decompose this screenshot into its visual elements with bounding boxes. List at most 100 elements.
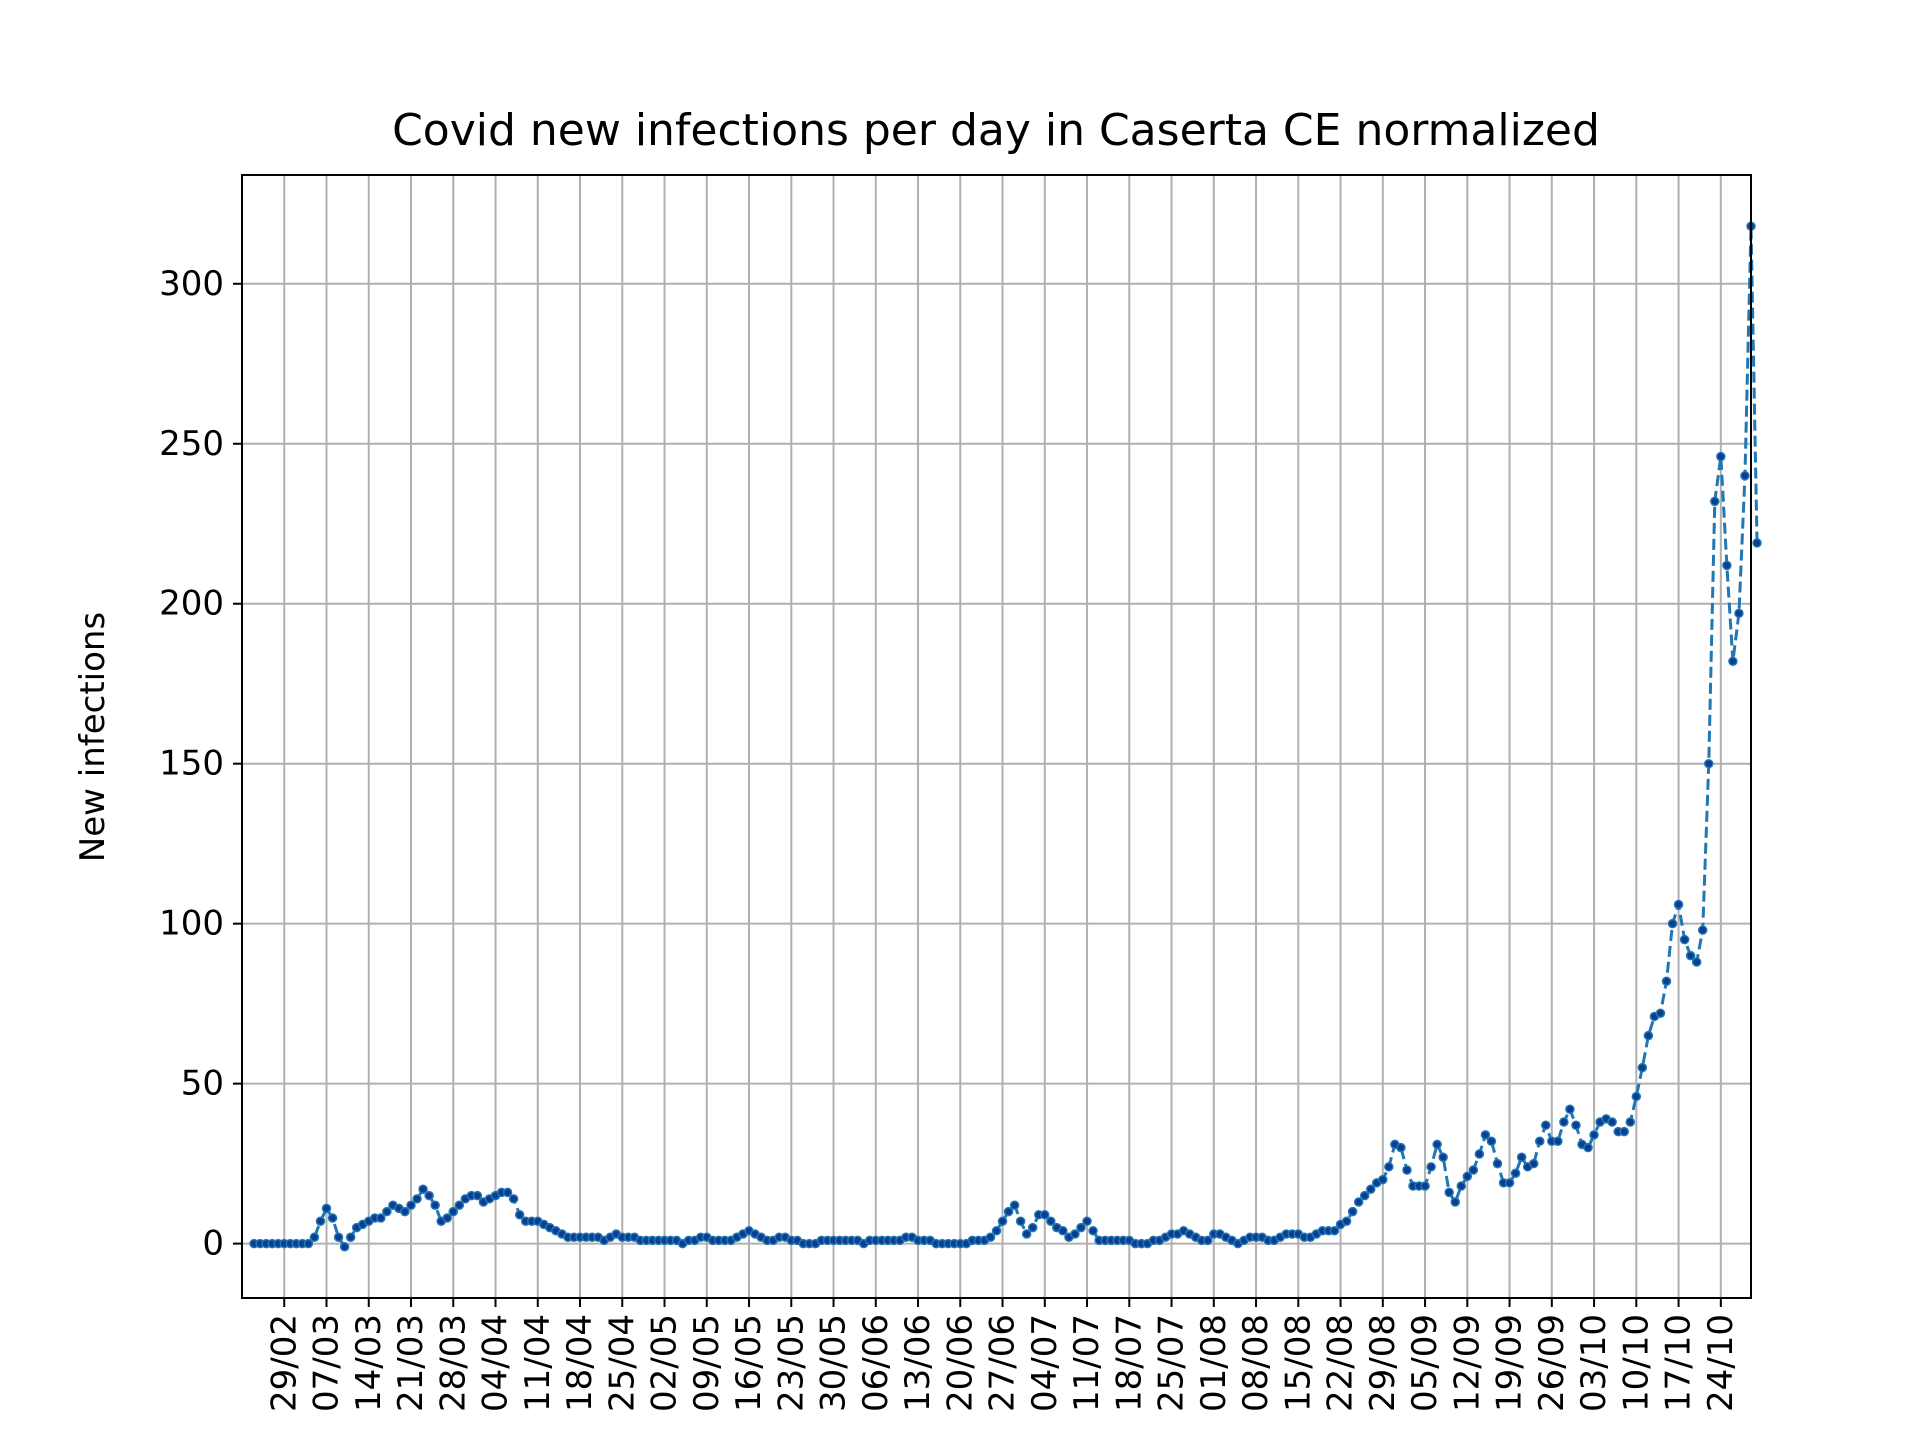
data-point: [1444, 1187, 1454, 1198]
data-point: [1691, 957, 1702, 967]
data-point: [1679, 934, 1690, 945]
data-point: [1402, 1165, 1412, 1175]
data-point: [1070, 1229, 1080, 1239]
x-tick-label: 26/09: [1532, 1314, 1572, 1412]
data-point: [1480, 1130, 1491, 1140]
data-point: [1541, 1120, 1551, 1130]
data-point: [430, 1200, 440, 1210]
x-tick-label: 16/05: [729, 1314, 769, 1412]
data-point: [991, 1226, 1002, 1236]
x-tick-label: 09/05: [687, 1314, 727, 1412]
x-tick-label: 22/08: [1321, 1314, 1361, 1412]
data-point: [315, 1216, 326, 1226]
data-point: [1203, 1235, 1213, 1246]
plot-frame: [241, 174, 1752, 1299]
x-tick-label: 07/03: [307, 1314, 347, 1412]
data-point: [1619, 1126, 1629, 1137]
data-point: [1704, 758, 1714, 769]
data-series: [249, 221, 1762, 1252]
data-point: [1492, 1158, 1503, 1169]
x-tick-label: 25/07: [1152, 1314, 1192, 1412]
data-point: [448, 1206, 459, 1217]
axes: 29/02 07/03 14/03 21/03 28/03 04/04 11/04 18/04…: [159, 174, 1752, 1412]
x-tick-label: 18/07: [1109, 1314, 1149, 1412]
data-point: [1504, 1178, 1515, 1188]
y-tick-label: 150: [159, 744, 224, 784]
data-point: [1359, 1190, 1370, 1201]
data-point: [502, 1187, 513, 1198]
data-point: [1456, 1181, 1467, 1191]
data-point: [1027, 1222, 1038, 1233]
x-tick-label: 04/04: [476, 1314, 516, 1412]
data-point: [1003, 1206, 1014, 1217]
data-point: [1396, 1142, 1406, 1153]
data-point: [418, 1184, 428, 1194]
data-point: [1378, 1174, 1388, 1185]
data-point: [1734, 608, 1744, 619]
data-point: [442, 1213, 452, 1223]
data-point: [1631, 1091, 1642, 1102]
x-tick-label: 23/05: [771, 1314, 811, 1412]
data-point: [1058, 1226, 1068, 1236]
data-point: [1438, 1152, 1448, 1162]
data-point: [1643, 1030, 1654, 1041]
data-point: [1710, 496, 1720, 507]
x-tick-label: 13/06: [898, 1314, 938, 1412]
x-tick-label: 08/08: [1236, 1314, 1276, 1412]
x-tick-label: 21/03: [391, 1314, 431, 1412]
x-tick-label: 18/04: [560, 1314, 600, 1412]
x-tick-label: 11/07: [1067, 1314, 1107, 1412]
x-tick-label: 25/04: [602, 1314, 642, 1412]
data-point: [321, 1203, 332, 1214]
data-point: [1015, 1216, 1026, 1226]
x-tick-label: 28/03: [433, 1314, 473, 1412]
data-point: [985, 1232, 996, 1242]
data-point: [345, 1232, 356, 1242]
data-point: [309, 1232, 320, 1242]
grid-lines: [242, 175, 1751, 1298]
data-point: [1673, 899, 1684, 910]
data-point: [1046, 1216, 1056, 1226]
data-point: [1486, 1136, 1497, 1146]
data-point: [1432, 1139, 1442, 1150]
data-point: [400, 1206, 410, 1217]
y-tick-label: 100: [159, 904, 224, 944]
y-tick-label: 300: [159, 264, 224, 304]
data-point: [1365, 1184, 1376, 1194]
data-point: [1752, 538, 1762, 548]
x-tick-label: 30/05: [814, 1314, 854, 1412]
data-point: [1510, 1168, 1521, 1178]
data-point: [1697, 925, 1708, 935]
data-point: [303, 1238, 314, 1249]
data-point: [1571, 1120, 1581, 1130]
x-tick-label: 29/02: [264, 1314, 304, 1412]
y-axis-label: New infections: [73, 612, 113, 862]
data-point: [1534, 1136, 1545, 1146]
data-point: [1685, 950, 1696, 961]
chart-title: Covid new infections per day in Caserta …: [392, 105, 1600, 156]
data-point: [1740, 471, 1750, 481]
data-point: [1583, 1142, 1593, 1153]
data-point: [1655, 1008, 1666, 1018]
x-tick-label: 06/06: [856, 1314, 896, 1412]
data-point: [339, 1242, 350, 1252]
data-point: [1468, 1165, 1479, 1175]
y-tick-label: 0: [202, 1224, 224, 1264]
y-tick-label: 50: [181, 1064, 224, 1104]
data-point: [424, 1190, 434, 1201]
data-point: [508, 1194, 519, 1204]
x-tick-label: 10/10: [1616, 1314, 1656, 1412]
data-point: [1341, 1216, 1352, 1226]
x-tick-label: 12/09: [1447, 1314, 1487, 1412]
data-point: [1722, 560, 1732, 571]
data-point: [1353, 1197, 1364, 1207]
x-tick-label: 03/10: [1574, 1314, 1614, 1412]
data-point: [376, 1213, 386, 1223]
data-point: [333, 1232, 344, 1242]
data-point: [1516, 1152, 1527, 1162]
data-point: [472, 1190, 483, 1201]
data-point: [1565, 1104, 1575, 1114]
y-tick-label: 200: [159, 584, 224, 624]
data-point: [1589, 1130, 1599, 1140]
